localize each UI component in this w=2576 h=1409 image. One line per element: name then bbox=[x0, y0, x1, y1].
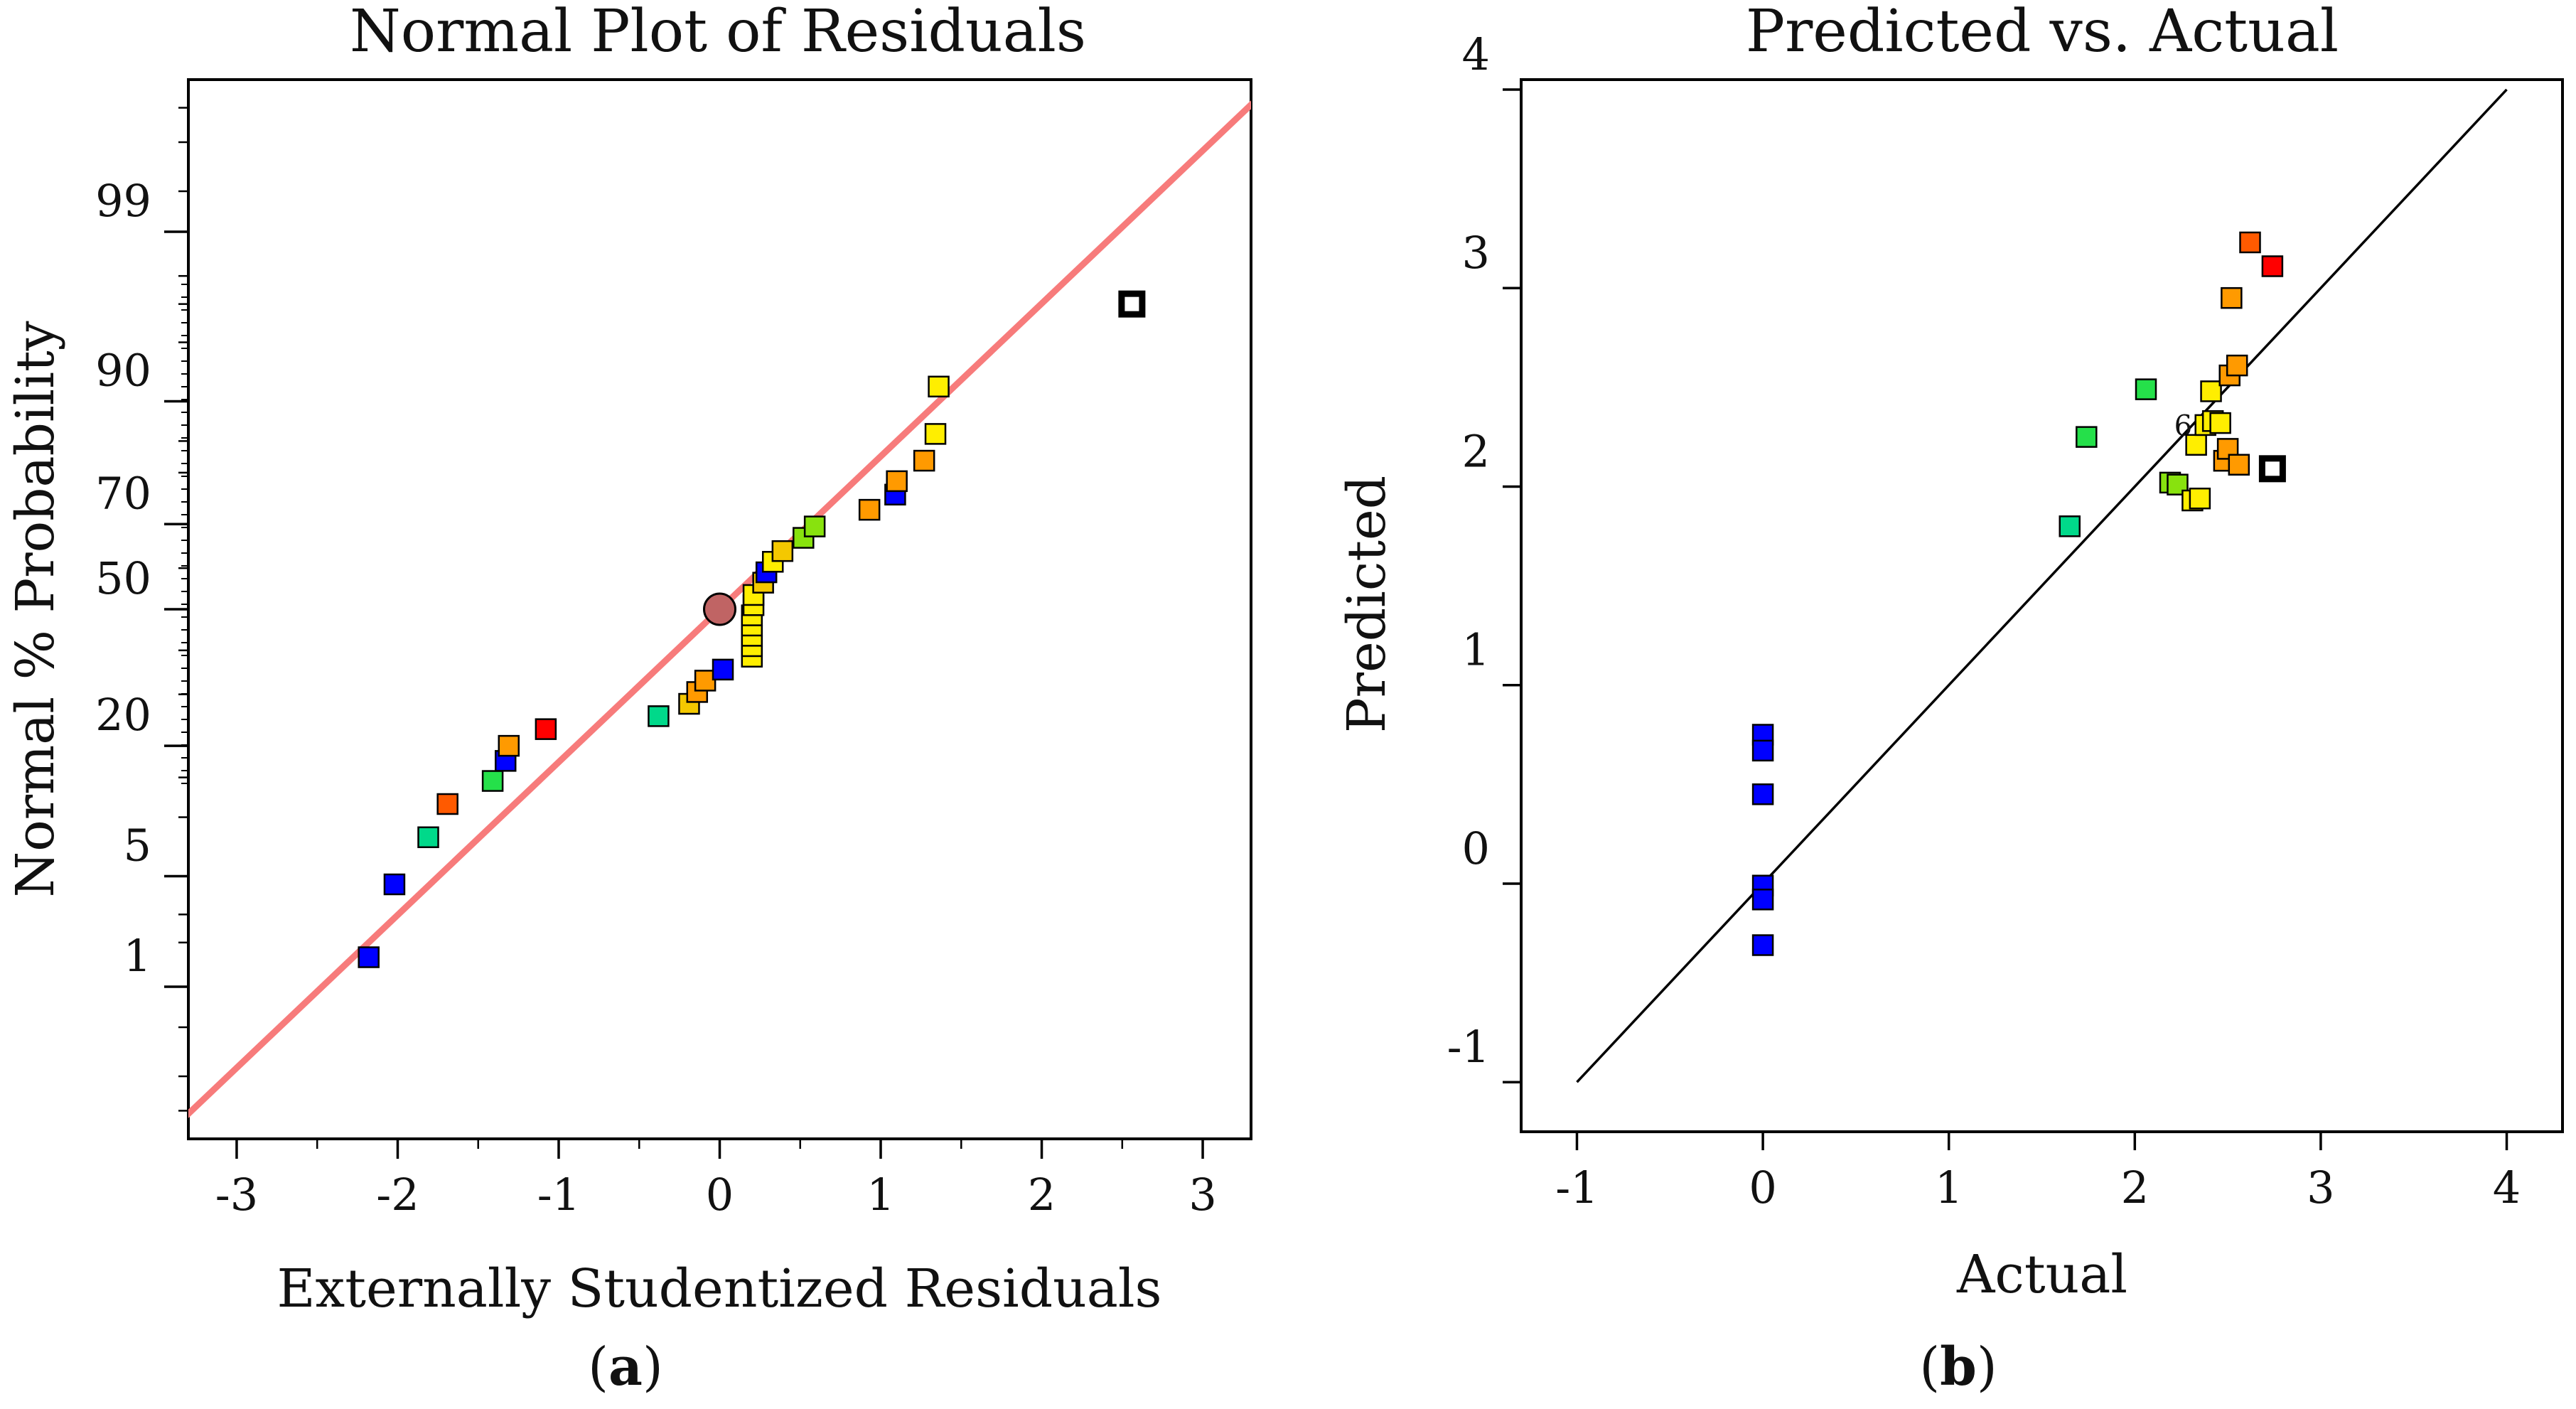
data-point bbox=[383, 873, 406, 896]
data-point bbox=[2059, 515, 2081, 537]
data-point bbox=[358, 946, 380, 968]
chart-a-y-axis-label: Normal % Probability bbox=[5, 321, 66, 897]
chart-b-title: Predicted vs. Actual bbox=[1746, 0, 2339, 65]
data-point bbox=[2226, 354, 2248, 377]
data-point bbox=[436, 793, 458, 815]
chart-a-y-axis: 1 5 20 50 70 90 99 bbox=[95, 107, 188, 1112]
data-point bbox=[1751, 934, 1774, 956]
predicted-vs-actual-panel: Predicted vs. Actual 6 -1 0 1 2 3 4 -1 0 1 2 3 4 A… bbox=[1336, 0, 2564, 1398]
normal-plot-panel: Normal Plot of Residuals -3 -2 -1 0 1 2 3 1 5 20… bbox=[5, 0, 1252, 1398]
chart-b-sublabel-letter: b bbox=[1940, 1336, 1977, 1398]
data-point bbox=[2135, 378, 2157, 400]
data-point bbox=[694, 670, 717, 692]
chart-b-sublabel: (b) bbox=[1919, 1336, 1997, 1398]
data-point bbox=[913, 449, 935, 472]
data-point bbox=[803, 515, 826, 537]
data-point bbox=[2185, 434, 2207, 456]
data-point bbox=[2189, 487, 2211, 510]
y-tick-label: 4 bbox=[1462, 28, 1490, 80]
data-point bbox=[648, 705, 670, 727]
data-point bbox=[2228, 454, 2250, 476]
y-tick-label: 0 bbox=[1462, 823, 1490, 874]
chart-a-title: Normal Plot of Residuals bbox=[350, 0, 1086, 65]
x-tick-label: 3 bbox=[2307, 1162, 2334, 1214]
chart-a-data-layer bbox=[188, 100, 1251, 1118]
x-tick-label: 1 bbox=[866, 1169, 894, 1221]
y-tick-label: 1 bbox=[124, 930, 151, 982]
chart-a-points bbox=[358, 290, 1146, 968]
data-point bbox=[1751, 739, 1774, 762]
chart-b-x-axis: -1 0 1 2 3 4 bbox=[1555, 1132, 2521, 1214]
data-point bbox=[886, 470, 908, 493]
x-tick-label: -1 bbox=[1555, 1162, 1598, 1214]
chart-a-x-axis: -3 -2 -1 0 1 2 3 bbox=[215, 1139, 1217, 1221]
chart-b-plot-frame bbox=[1520, 78, 2564, 1133]
data-point bbox=[1751, 889, 1774, 911]
x-tick-label: 3 bbox=[1188, 1169, 1216, 1221]
y-tick-label: 70 bbox=[95, 467, 151, 519]
data-point bbox=[2261, 255, 2284, 277]
y-tick-label: 3 bbox=[1462, 227, 1490, 279]
data-point bbox=[928, 375, 950, 398]
chart-a-sublabel-letter: a bbox=[608, 1336, 643, 1398]
data-point bbox=[858, 498, 881, 521]
x-tick-label: -3 bbox=[215, 1169, 258, 1221]
chart-b-points bbox=[1751, 231, 2286, 956]
data-point bbox=[417, 826, 439, 848]
data-point bbox=[1118, 290, 1146, 318]
x-tick-label: -1 bbox=[537, 1169, 580, 1221]
x-tick-label: 0 bbox=[706, 1169, 734, 1221]
y-tick-label: 50 bbox=[95, 552, 151, 604]
y-tick-label: 99 bbox=[95, 175, 151, 227]
y-tick-label: 20 bbox=[95, 689, 151, 741]
chart-a-sublabel: (a) bbox=[588, 1336, 663, 1398]
x-tick-label: -2 bbox=[376, 1169, 419, 1221]
y-tick-label: 2 bbox=[1462, 425, 1490, 477]
chart-b-fit-line bbox=[1576, 88, 2508, 1083]
data-point bbox=[2258, 455, 2286, 483]
x-tick-label: 4 bbox=[2493, 1162, 2521, 1214]
x-tick-label: 2 bbox=[2121, 1162, 2149, 1214]
x-tick-label: 2 bbox=[1028, 1169, 1056, 1221]
data-point bbox=[498, 734, 520, 757]
chart-a-center-marker bbox=[703, 592, 736, 626]
data-point bbox=[2216, 438, 2239, 460]
data-point bbox=[2076, 426, 2098, 448]
chart-b-y-axis: -1 0 1 2 3 4 bbox=[1447, 28, 1521, 1083]
chart-b-data-layer: 6 bbox=[1576, 88, 2508, 1083]
data-point bbox=[2221, 286, 2243, 309]
data-point bbox=[771, 540, 794, 562]
chart-b-y-axis-label: Predicted bbox=[1336, 476, 1397, 733]
data-point bbox=[2209, 412, 2231, 434]
y-tick-label: 5 bbox=[124, 819, 151, 871]
data-point bbox=[712, 658, 734, 681]
chart-b-x-axis-label: Actual bbox=[1956, 1244, 2127, 1305]
x-tick-label: 1 bbox=[1935, 1162, 1963, 1214]
data-point bbox=[535, 718, 557, 740]
data-point bbox=[1751, 783, 1774, 805]
data-point bbox=[2239, 231, 2261, 254]
y-tick-label: 1 bbox=[1462, 624, 1490, 676]
y-tick-label: -1 bbox=[1447, 1021, 1490, 1073]
data-point bbox=[481, 770, 504, 792]
x-tick-label: 0 bbox=[1749, 1162, 1776, 1214]
data-point bbox=[2200, 380, 2222, 402]
chart-a-x-axis-label: Externally Studentized Residuals bbox=[277, 1258, 1161, 1319]
data-point bbox=[924, 423, 947, 445]
y-tick-label: 90 bbox=[95, 344, 151, 396]
